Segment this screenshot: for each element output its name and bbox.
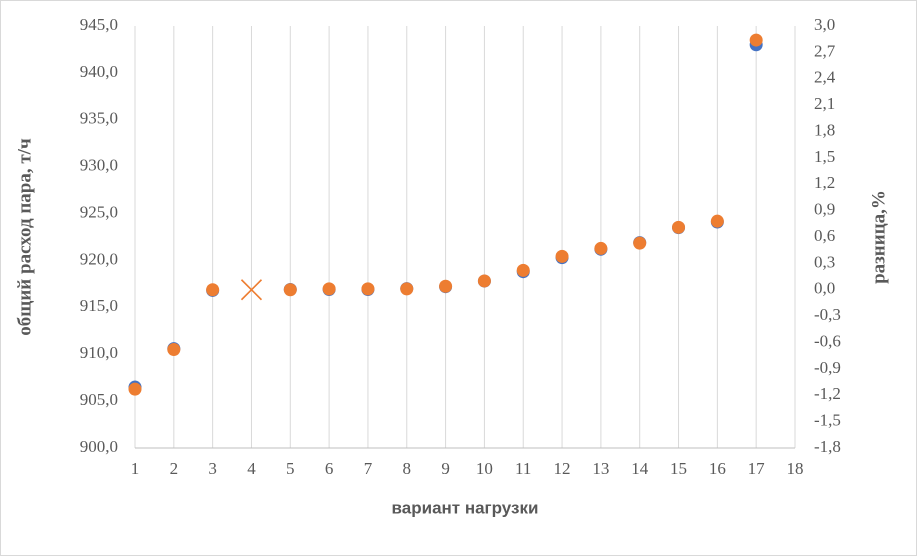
- y2-tick-label: 0,9: [814, 200, 835, 219]
- x-tick-label: 4: [247, 459, 256, 478]
- point-marker: [206, 283, 220, 297]
- y2-tick-label: 1,8: [814, 120, 835, 139]
- point-marker: [477, 274, 491, 288]
- y-tick-label: 940,0: [80, 62, 118, 81]
- y-tick-label: 920,0: [80, 249, 118, 268]
- y2-tick-label: -1,8: [814, 437, 841, 456]
- y2-axis-title: разница,%: [868, 190, 889, 284]
- x-tick-label: 9: [441, 459, 450, 478]
- point-marker: [749, 33, 763, 47]
- point-marker: [128, 382, 142, 396]
- x-tick-label: 18: [787, 459, 804, 478]
- y2-tick-label: 0,6: [814, 226, 835, 245]
- x-tick-label: 16: [709, 459, 726, 478]
- point-marker: [167, 343, 181, 357]
- x-tick-label: 8: [403, 459, 412, 478]
- point-marker: [672, 220, 686, 234]
- x-tick-label: 13: [592, 459, 609, 478]
- x-tick-label: 3: [208, 459, 217, 478]
- point-marker: [516, 263, 530, 277]
- y2-tick-label: -1,2: [814, 384, 841, 403]
- y2-tick-label: 2,1: [814, 94, 835, 113]
- x-tick-label: 11: [515, 459, 531, 478]
- y2-tick-label: 1,5: [814, 147, 835, 166]
- x-tick-label: 15: [670, 459, 687, 478]
- point-marker: [361, 282, 375, 296]
- y-tick-label: 930,0: [80, 156, 118, 175]
- x-tick-label: 14: [631, 459, 649, 478]
- y2-tick-label: -0,3: [814, 305, 841, 324]
- x-tick-label: 1: [131, 459, 140, 478]
- x-tick-label: 6: [325, 459, 334, 478]
- point-marker: [283, 283, 297, 297]
- y2-tick-label: 1,2: [814, 173, 835, 192]
- point-marker: [633, 236, 647, 250]
- y-tick-label: 915,0: [80, 296, 118, 315]
- y-tick-label: 935,0: [80, 109, 118, 128]
- y2-tick-label: -0,9: [814, 358, 841, 377]
- x-tick-label: 5: [286, 459, 295, 478]
- x-tick-label: 10: [476, 459, 493, 478]
- y-tick-label: 945,0: [80, 15, 118, 34]
- point-marker: [594, 241, 608, 255]
- x-axis-title: вариант нагрузки: [392, 498, 539, 517]
- y2-tick-label: 0,0: [814, 279, 835, 298]
- point-marker: [240, 279, 263, 301]
- point-marker: [439, 279, 453, 293]
- x-tick-label: 2: [170, 459, 179, 478]
- y2-tick-label: 2,7: [814, 41, 836, 60]
- y-axis-title: общий расход пара, т/ч: [14, 138, 35, 336]
- y2-tick-label: -0,6: [814, 331, 841, 350]
- point-marker: [400, 282, 414, 296]
- point-marker: [555, 249, 569, 263]
- y-tick-label: 925,0: [80, 202, 118, 221]
- x-tick-label: 17: [748, 459, 766, 478]
- y2-tick-label: -1,5: [814, 411, 841, 430]
- y-tick-label: 910,0: [80, 343, 118, 362]
- y-tick-label: 900,0: [80, 437, 118, 456]
- point-marker: [322, 282, 336, 296]
- x-tick-label: 12: [554, 459, 571, 478]
- x-tick-label: 7: [364, 459, 373, 478]
- y-tick-label: 905,0: [80, 390, 118, 409]
- y2-tick-label: 0,3: [814, 252, 835, 271]
- y2-tick-label: 2,4: [814, 68, 836, 87]
- y2-tick-label: 3,0: [814, 15, 835, 34]
- point-marker: [710, 214, 724, 228]
